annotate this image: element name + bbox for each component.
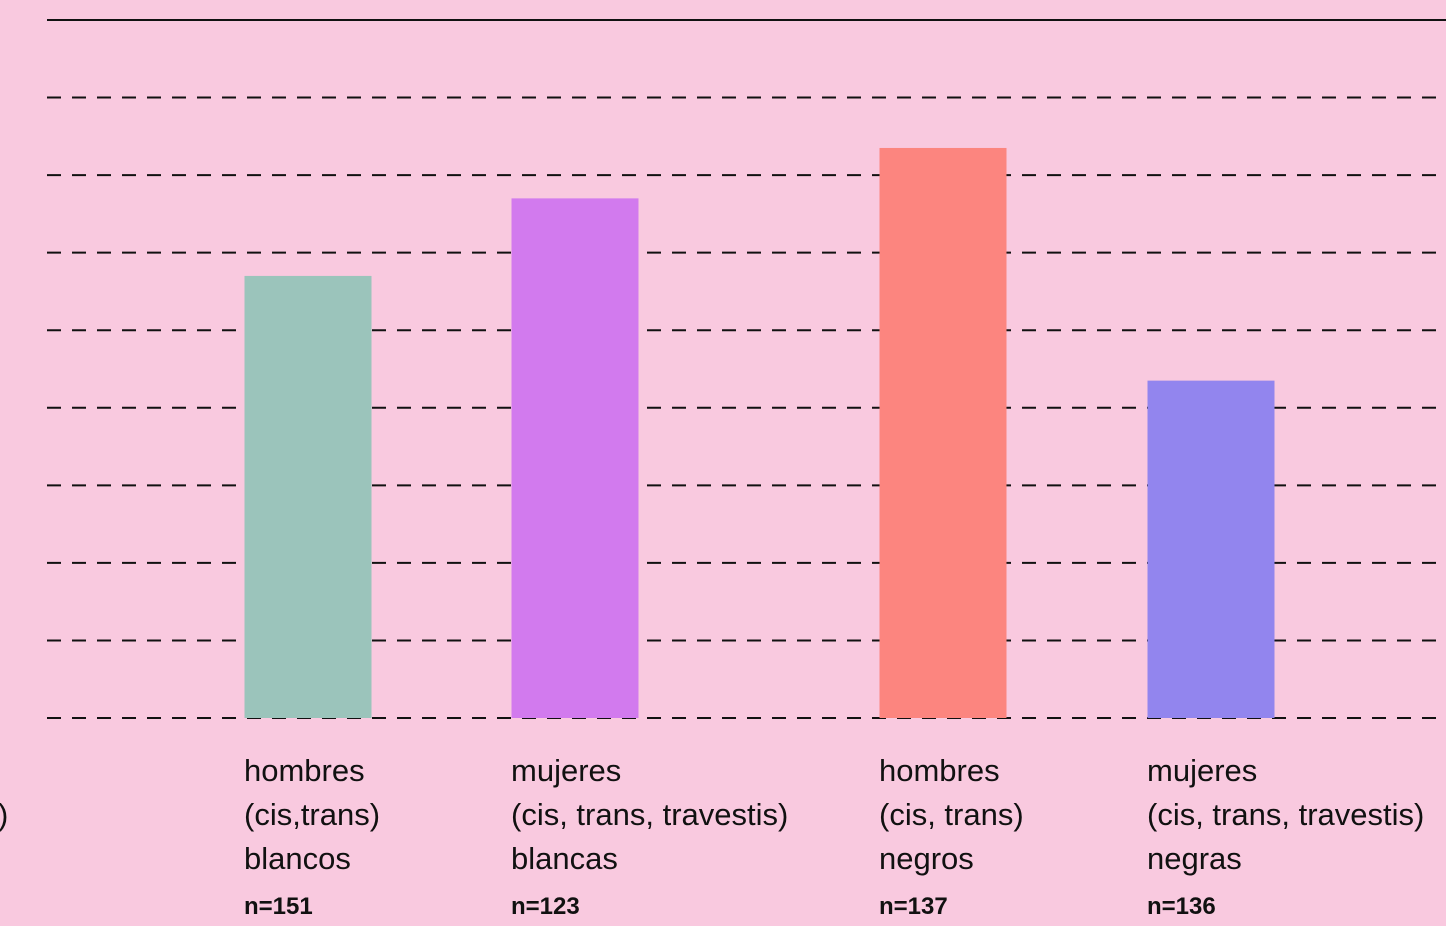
bar-2 [511,198,639,718]
bar-4 [1147,380,1275,718]
category-label-2-line-1: (cis, trans, travestis) [511,797,788,832]
sample-size-label-4: n=136 [1147,893,1216,920]
category-label-3-line-1: (cis, trans) [879,797,1024,832]
category-label-1-line-1: (cis,trans) [244,797,380,832]
category-labels: ) hombres (cis,trans) blancos n=151 mujeres (c… [0,753,1424,920]
sample-size-label-3: n=137 [879,893,948,920]
sample-size-label-2: n=123 [511,893,580,920]
category-label-2-line-0: mujeres [511,753,621,788]
category-label-4-line-0: mujeres [1147,753,1257,788]
category-label-4-line-2: negras [1147,841,1242,876]
category-label-1-line-0: hombres [244,753,365,788]
sample-size-label-1: n=151 [244,893,313,920]
cut-off-category-label: ) [0,797,8,832]
category-label-1-line-2: blancos [244,841,351,876]
bar-1 [244,275,372,718]
bar-3 [879,147,1007,718]
category-label-4-line-1: (cis, trans, travestis) [1147,797,1424,832]
category-label-3-line-0: hombres [879,753,1000,788]
bars [244,147,1275,718]
category-label-3-line-2: negros [879,841,974,876]
category-label-2-line-2: blancas [511,841,618,876]
